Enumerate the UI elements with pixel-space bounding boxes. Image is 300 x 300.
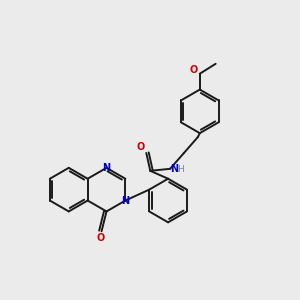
Text: N: N	[170, 164, 178, 174]
Text: N: N	[121, 196, 130, 206]
Text: N: N	[102, 163, 111, 173]
Text: O: O	[136, 142, 145, 152]
Text: H: H	[178, 165, 184, 174]
Text: O: O	[190, 65, 198, 75]
Text: O: O	[96, 233, 105, 243]
